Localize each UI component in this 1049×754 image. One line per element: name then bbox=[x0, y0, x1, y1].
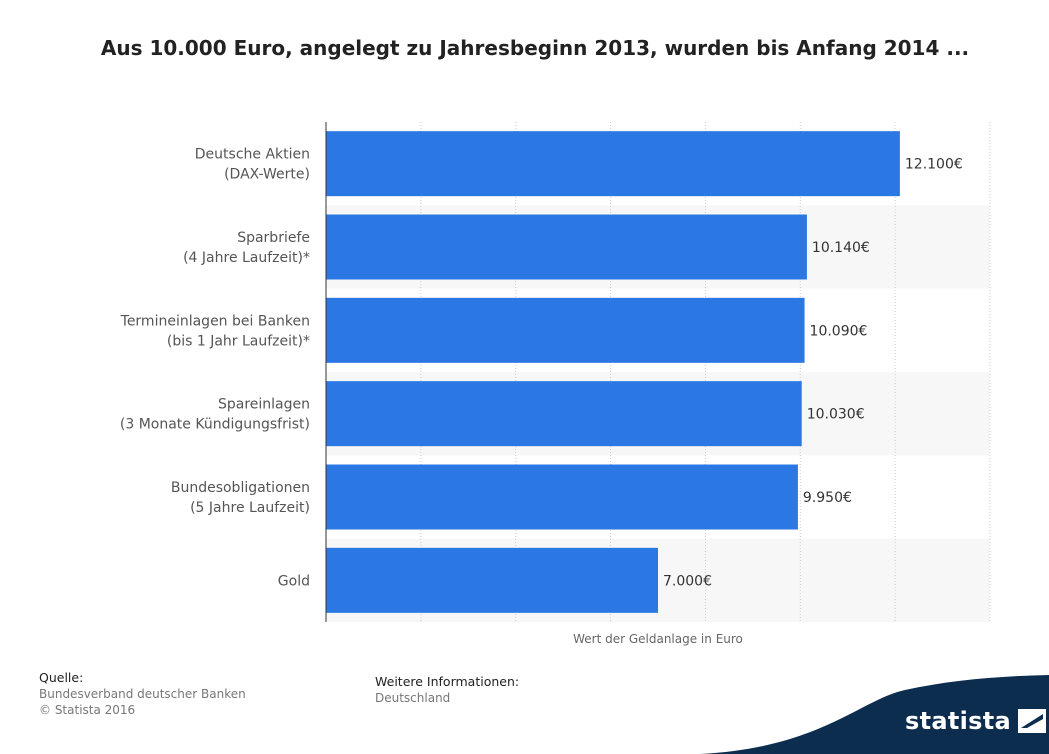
value-label: 10.090€ bbox=[810, 323, 868, 339]
statista-logo[interactable]: statista bbox=[905, 707, 1047, 735]
value-label: 9.950€ bbox=[803, 490, 852, 506]
value-label: 7.000€ bbox=[663, 573, 712, 589]
copyright-line: © Statista 2016 bbox=[39, 703, 136, 717]
bar[interactable] bbox=[326, 214, 807, 280]
info-heading: Weitere Informationen: bbox=[375, 674, 520, 689]
bar[interactable] bbox=[326, 131, 900, 197]
source-heading: Quelle: bbox=[39, 670, 84, 685]
statista-logo-text: statista bbox=[905, 707, 1012, 735]
category-label: Spareinlagen (3 Monate Kündigungsfrist) bbox=[120, 397, 310, 433]
bars bbox=[326, 131, 900, 613]
bar[interactable] bbox=[326, 464, 798, 530]
value-label: 12.100€ bbox=[905, 157, 963, 173]
value-label: 10.030€ bbox=[807, 407, 865, 423]
source-block: Quelle: Bundesverband deutscher Banken ©… bbox=[39, 670, 246, 718]
category-label: Bundesobligationen (5 Jahre Laufzeit) bbox=[171, 480, 310, 516]
bar[interactable] bbox=[326, 547, 658, 613]
category-label: Gold bbox=[278, 573, 310, 589]
category-label: Termineinlagen bei Banken (bis 1 Jahr Lau… bbox=[120, 313, 310, 349]
info-line: Deutschland bbox=[375, 691, 451, 705]
chart-title: Aus 10.000 Euro, angelegt zu Jahresbegin… bbox=[100, 36, 970, 60]
bar[interactable] bbox=[326, 297, 805, 363]
info-block: Weitere Informationen: Deutschland bbox=[375, 674, 519, 706]
statista-logo-icon bbox=[1018, 709, 1047, 733]
x-axis-title: Wert der Geldanlage in Euro bbox=[573, 632, 743, 646]
bar[interactable] bbox=[326, 381, 802, 447]
category-label: Sparbriefe (4 Jahre Laufzeit)* bbox=[183, 230, 310, 266]
source-line: Bundesverband deutscher Banken bbox=[39, 687, 246, 701]
value-label: 10.140€ bbox=[812, 240, 870, 256]
gridlines bbox=[420, 122, 991, 622]
category-label: Deutsche Aktien (DAX-Werte) bbox=[195, 147, 310, 183]
category-labels: Deutsche Aktien (DAX-Werte) Sparbriefe (4 J… bbox=[120, 147, 310, 590]
value-labels: 12.100€ 10.140€ 10.090€ 10.030€ 9.950€ 7.000€ bbox=[663, 157, 963, 590]
